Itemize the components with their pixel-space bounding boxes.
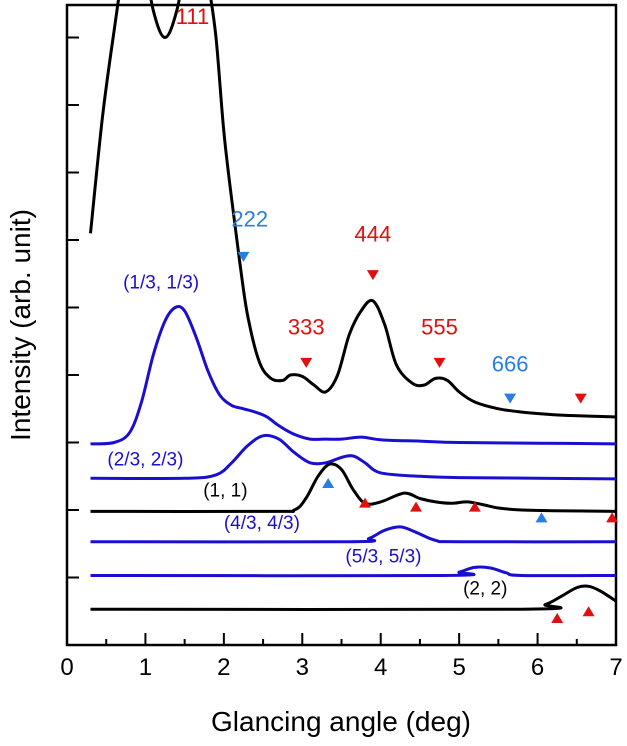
peak-marker-triangle bbox=[367, 270, 379, 280]
x-tick-label: 1 bbox=[139, 654, 152, 681]
curve-line bbox=[91, 567, 617, 576]
peak-index-label: 444 bbox=[355, 221, 392, 246]
x-tick-label: 0 bbox=[60, 654, 73, 681]
peak-marker-triangle bbox=[410, 502, 422, 512]
peak-labels: 111 222 333 444 555 666 bbox=[176, 4, 529, 377]
peak-marker-triangle bbox=[536, 512, 548, 522]
peak-marker-triangle bbox=[583, 606, 595, 616]
curve-label: (4/3, 4/3) bbox=[224, 513, 300, 534]
curve-label: (5/3, 5/3) bbox=[345, 547, 421, 568]
peak-index-label: 333 bbox=[288, 315, 325, 340]
peak-marker-triangle bbox=[322, 478, 334, 488]
curve-labels: (h, k) = (0, 0)(1/3, 1/3)(2/3, 2/3)(1, 1… bbox=[107, 0, 507, 599]
x-tick-label: 3 bbox=[296, 654, 309, 681]
peak-index-label: 666 bbox=[492, 352, 529, 377]
x-axis-title: Glancing angle (deg) bbox=[211, 706, 471, 737]
peak-marker-triangle bbox=[551, 613, 563, 623]
x-axis-ticks: 0 1 2 3 4 5 6 7 bbox=[60, 633, 622, 681]
x-tick-label: 4 bbox=[374, 654, 387, 681]
curve-line bbox=[91, 464, 617, 512]
curves bbox=[91, 0, 617, 610]
curve-label: (1/3, 1/3) bbox=[123, 273, 199, 294]
curve-label: (2, 2) bbox=[463, 578, 507, 599]
y-axis-title: Intensity (arb. unit) bbox=[5, 209, 36, 441]
peak-marker-triangle bbox=[575, 394, 587, 404]
curve-label: (2/3, 2/3) bbox=[107, 449, 183, 470]
curve-line bbox=[91, 527, 617, 542]
curve-line bbox=[91, 586, 617, 610]
plot-frame bbox=[67, 5, 616, 645]
peak-marker-triangle bbox=[504, 394, 516, 404]
x-tick-label: 5 bbox=[452, 654, 465, 681]
peak-marker-triangle bbox=[434, 358, 446, 368]
peak-index-label: 555 bbox=[421, 315, 458, 340]
peak-index-label: 222 bbox=[231, 207, 268, 232]
x-tick-label: 7 bbox=[609, 654, 622, 681]
y-axis-ticks bbox=[67, 38, 79, 578]
x-tick-label: 6 bbox=[531, 654, 544, 681]
curve-line bbox=[91, 0, 617, 417]
x-tick-label: 2 bbox=[217, 654, 230, 681]
curve-label: (1, 1) bbox=[203, 481, 247, 502]
peak-index-label: 111 bbox=[176, 4, 209, 29]
peak-marker-triangle bbox=[300, 358, 312, 368]
